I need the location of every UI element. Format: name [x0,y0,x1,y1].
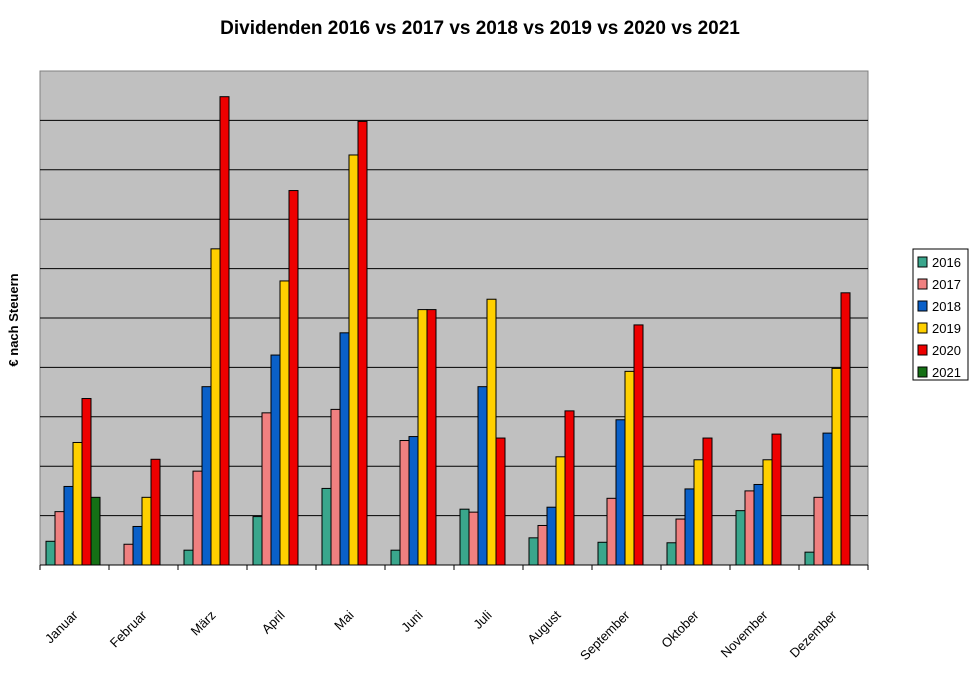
bar-2018-März [201,386,212,566]
bar-2016-November [735,510,746,566]
legend-swatch-2017 [917,278,928,290]
bar-2016-August [528,537,539,566]
legend-label-2017: 2017 [932,277,961,292]
legend-label-2016: 2016 [932,255,961,270]
bar-2016-April [252,516,263,566]
bar-2017-November [744,490,755,566]
bar-2016-September [597,541,608,566]
legend-label-2018: 2018 [932,299,961,314]
bar-2018-Oktober [684,488,695,566]
x-tick-label: Oktober [658,607,702,651]
bar-2020-September [633,324,644,566]
y-axis-label: € nach Steuern [6,273,21,366]
x-tick-label: Juli [470,607,494,631]
bar-2016-Dezember [804,551,815,566]
bar-2019-Oktober [693,459,704,566]
x-tick-label: Juni [398,607,426,635]
bar-2019-Juni [417,309,428,566]
bar-2018-Februar [132,525,143,566]
x-tick-labels: Januar Februar März April Mai Juni Juli August S… [42,607,840,663]
bar-2016-Januar [45,540,56,566]
bar-2020-Oktober [702,437,713,566]
legend-swatch-2019 [917,322,928,334]
bar-2017-Mai [330,408,341,566]
bar-2019-August [555,456,566,566]
x-tick-label: Februar [107,607,150,650]
x-tick-label: November [718,607,771,660]
x-tick-label: Januar [42,607,81,646]
legend-swatch-2020 [917,344,928,356]
bar-2019-Juli [486,298,497,566]
bar-2017-Juni [399,440,410,566]
legend-label-2020: 2020 [932,343,961,358]
legend-swatch-2021 [917,366,928,378]
bar-2020-Dezember [840,292,851,566]
bar-2018-Januar [63,485,74,566]
legend: 2016 2017 2018 2019 2020 2021 [912,248,969,381]
bar-2017-Oktober [675,518,686,566]
bar-2017-August [537,524,548,566]
bar-2017-Juli [468,511,479,566]
bar-2017-Februar [123,543,134,566]
bars [45,96,851,566]
bar-2020-Juli [495,437,506,566]
bar-2020-November [771,433,782,566]
bar-2017-Dezember [813,496,824,566]
x-tick-label: August [524,607,563,646]
gridlines [40,119,868,517]
bar-2021-Januar [90,496,101,566]
bar-2019-Januar [72,441,83,566]
bar-2018-Juli [477,386,488,566]
legend-box [912,248,969,381]
x-tick-label: März [188,608,219,639]
bar-2016-Oktober [666,542,677,566]
bar-2020-März [219,96,230,566]
legend-swatch-2018 [917,300,928,312]
bar-2016-Mai [321,487,332,566]
bar-2020-Februar [150,458,161,566]
bar-2018-Dezember [822,432,833,566]
bar-2020-Juni [426,309,437,566]
bar-2019-November [762,459,773,566]
bar-2020-August [564,410,575,566]
legend-label-2019: 2019 [932,321,961,336]
bar-2019-April [279,280,290,566]
bar-2019-Februar [141,496,152,566]
bar-2018-April [270,354,281,566]
bar-2017-April [261,412,272,566]
bar-2019-Dezember [831,367,842,566]
x-tick-label: Dezember [787,607,840,660]
bar-2018-August [546,506,557,566]
x-tick-label: April [259,607,288,636]
x-tick-label: Mai [331,607,356,632]
bar-2020-Mai [357,120,368,566]
bar-2016-Juni [390,549,401,566]
bar-2020-April [288,190,299,566]
legend-swatch-2016 [917,256,928,268]
bar-2017-Januar [54,511,65,566]
bar-2018-Mai [339,332,350,566]
bar-2019-März [210,248,221,566]
bar-2019-Mai [348,154,359,566]
bar-2020-Januar [81,398,92,566]
bar-2018-November [753,483,764,566]
bar-2018-September [615,419,626,566]
legend-label-2021: 2021 [932,365,961,380]
bar-2016-März [183,549,194,566]
bar-2017-März [192,470,203,566]
chart-title: Dividenden 2016 vs 2017 vs 2018 vs 2019 … [220,18,740,39]
bar-2016-Juli [459,508,470,566]
bar-2018-Juni [408,436,419,566]
axes [39,564,869,570]
bar-2019-September [624,370,635,566]
x-tick-label: September [577,607,633,663]
bar-2017-September [606,497,617,566]
